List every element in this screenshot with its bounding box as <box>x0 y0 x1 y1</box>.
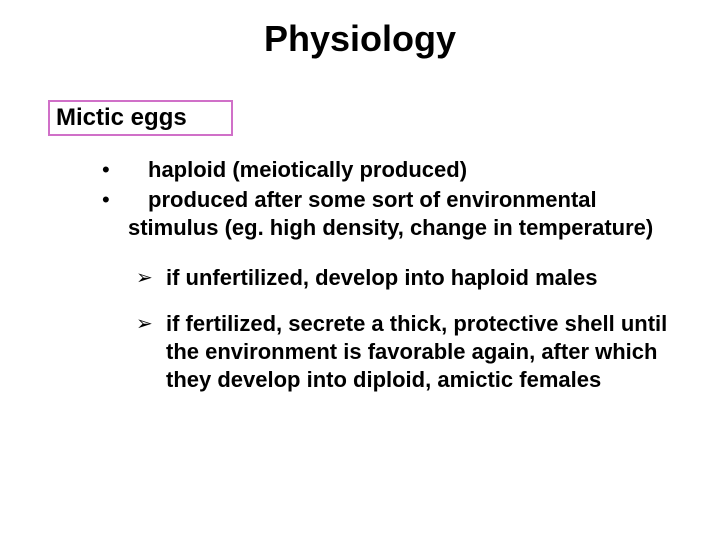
arrow-marker-icon: ➢ <box>136 264 166 292</box>
subheading-box: Mictic eggs <box>48 100 233 136</box>
bullet-item: • haploid (meiotically produced) <box>98 156 678 184</box>
bullet-marker: • <box>98 186 148 214</box>
slide-title: Physiology <box>0 18 720 60</box>
arrow-text: if fertilized, secrete a thick, protecti… <box>166 310 678 394</box>
bullet-text: produced after some sort of environmenta… <box>148 186 678 214</box>
arrow-text: if unfertilized, develop into haploid ma… <box>166 264 678 292</box>
bullet-continuation: stimulus (eg. high density, change in te… <box>128 214 678 242</box>
arrow-item: ➢ if fertilized, secrete a thick, protec… <box>136 310 678 394</box>
arrow-marker-icon: ➢ <box>136 310 166 338</box>
arrow-item: ➢ if unfertilized, develop into haploid … <box>136 264 678 292</box>
subheading-text: Mictic eggs <box>56 104 187 132</box>
bullet-text: haploid (meiotically produced) <box>148 156 678 184</box>
bullet-item: • produced after some sort of environmen… <box>98 186 678 214</box>
content-area: • haploid (meiotically produced) • produ… <box>98 156 678 412</box>
arrow-list: ➢ if unfertilized, develop into haploid … <box>136 264 678 394</box>
bullet-marker: • <box>98 156 148 184</box>
